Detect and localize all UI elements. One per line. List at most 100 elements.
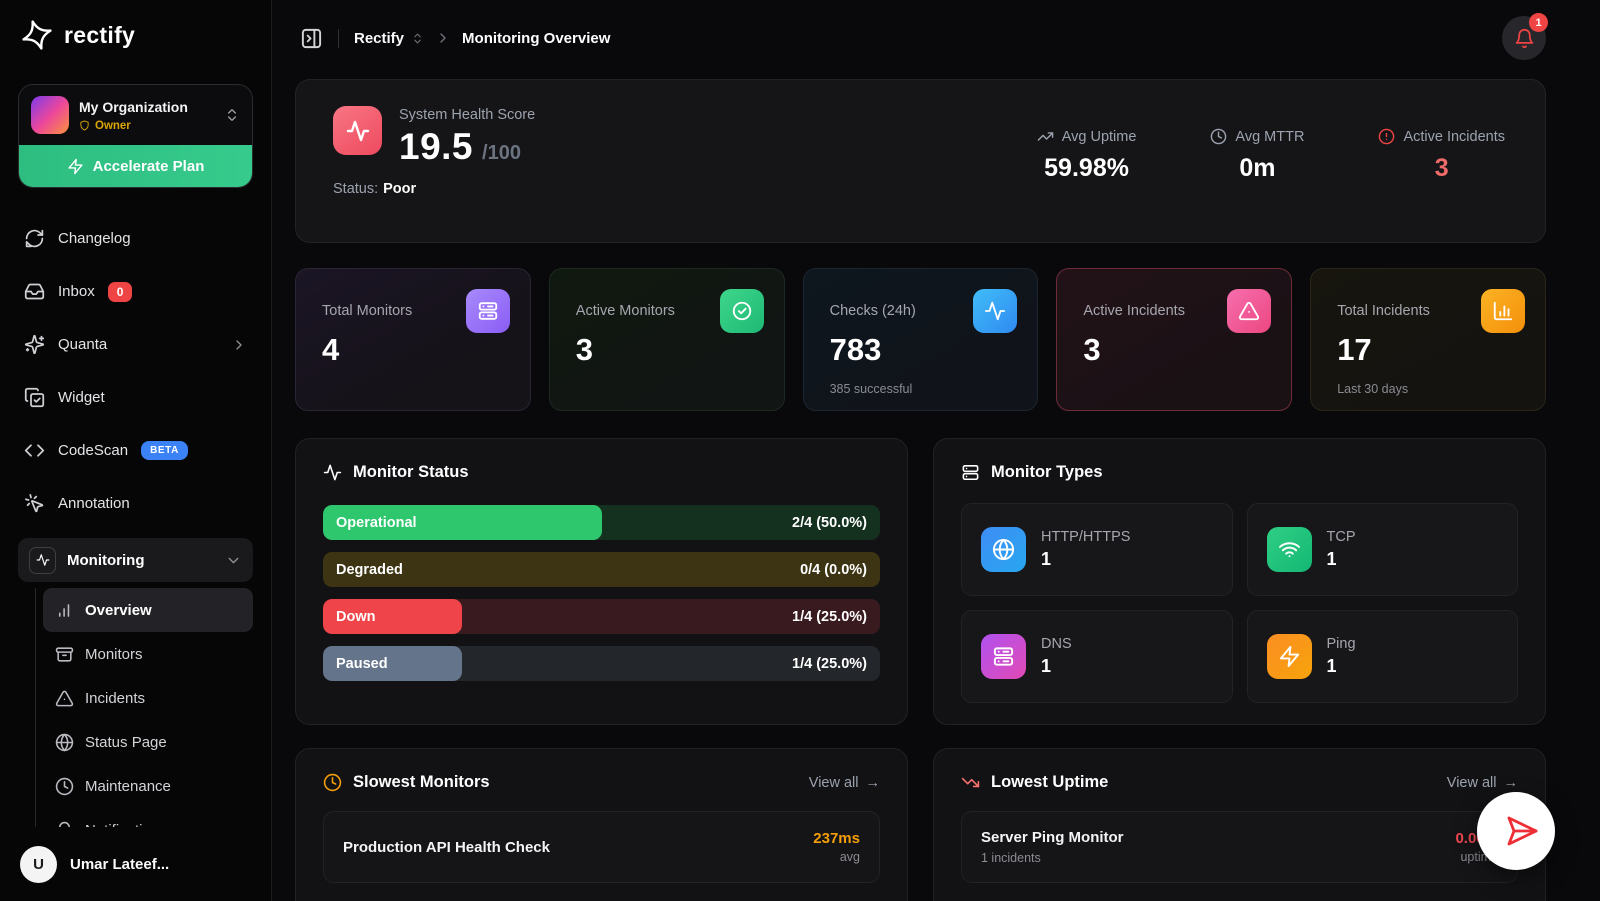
accelerate-plan-button[interactable]: Accelerate Plan <box>19 145 252 187</box>
organization-switcher[interactable]: My Organization Owner <box>19 85 252 145</box>
health-activity-icon <box>333 106 382 155</box>
status-bar-degraded: Degraded 0/4 (0.0%) <box>323 552 880 587</box>
trending-up-icon <box>1037 132 1054 141</box>
sidebar-item-changelog[interactable]: Changelog <box>18 212 253 265</box>
inbox-count-badge: 0 <box>107 281 133 302</box>
health-score-value: 19.5 <box>399 126 474 167</box>
stats-row: Total Monitors 4 Active Monitors 3 <box>295 268 1546 411</box>
activity-icon <box>973 289 1018 333</box>
clock-icon <box>1211 128 1227 145</box>
alert-circle-icon <box>1379 128 1395 145</box>
metric-avg-uptime: Avg Uptime 59.98% <box>1037 128 1136 242</box>
alert-triangle-icon <box>1227 289 1272 333</box>
lowest-uptime-panel: Lowest Uptime View all → Server Ping Mon… <box>933 748 1546 901</box>
sidebar-item-widget[interactable]: Widget <box>18 371 253 424</box>
sidebar-group-monitoring[interactable]: Monitoring <box>18 538 253 582</box>
slowest-monitor-row[interactable]: Production API Health Check 237ms avg <box>323 811 880 883</box>
sidebar-item-quanta[interactable]: Quanta <box>18 318 253 371</box>
type-tile-tcp[interactable]: TCP 1 <box>1246 503 1518 596</box>
stat-total-monitors[interactable]: Total Monitors 4 <box>295 268 531 411</box>
alert-triangle-icon <box>55 690 74 706</box>
lowest-uptime-row[interactable]: Server Ping Monitor 1 incidents 0.00% up… <box>961 811 1518 883</box>
sidebar-item-monitors[interactable]: Monitors <box>43 632 253 676</box>
health-status: Status: Poor <box>333 181 417 197</box>
main-area: Rectify Monitoring Overview 1 <box>273 0 1600 901</box>
pointer-click-icon <box>25 494 44 513</box>
type-tile-ping[interactable]: Ping 1 <box>1246 610 1518 703</box>
notifications-button[interactable]: 1 <box>1502 13 1548 60</box>
bar-chart-icon <box>58 603 70 617</box>
breadcrumb-page-title: Monitoring Overview <box>462 29 611 47</box>
server-icon <box>981 634 1026 679</box>
health-status-value: Poor <box>383 181 417 197</box>
sidebar-item-overview[interactable]: Overview <box>43 588 253 632</box>
stat-total-incidents[interactable]: Total Incidents 17 Last 30 days <box>1310 268 1546 411</box>
beta-badge: BETA <box>141 441 188 460</box>
chevron-right-icon <box>231 337 247 353</box>
clock-icon <box>55 777 74 795</box>
user-bar[interactable]: U Umar Lateef... <box>0 827 271 901</box>
archive-icon <box>55 646 74 662</box>
sidebar: rectify My Organization Owner Acce <box>0 0 272 901</box>
server-icon <box>465 289 510 333</box>
rectify-star-icon <box>20 18 54 52</box>
stat-active-monitors[interactable]: Active Monitors 3 <box>548 268 785 411</box>
activity-icon <box>323 464 342 481</box>
sidebar-item-maintenance[interactable]: Maintenance <box>43 764 253 808</box>
code-icon <box>24 444 45 457</box>
organization-card: My Organization Owner Accelerate Plan <box>18 84 253 188</box>
system-health-card: System Health Score 19.5 /100 Status: Poo… <box>295 79 1546 243</box>
globe-icon <box>55 733 74 751</box>
monitor-types-panel: Monitor Types HTTP/HTTPS 1 <box>933 438 1546 725</box>
chat-send-fab[interactable] <box>1477 792 1555 870</box>
status-bar-down: Down 1/4 (25.0%) <box>323 599 880 634</box>
check-circle-icon <box>719 289 764 333</box>
monitoring-activity-icon <box>29 546 56 574</box>
organization-avatar <box>31 96 69 134</box>
topbar-divider <box>338 28 339 48</box>
organization-name: My Organization <box>79 98 188 115</box>
inbox-icon <box>24 283 45 300</box>
user-avatar: U <box>20 845 57 883</box>
metric-avg-mttr: Avg MTTR 0m <box>1210 128 1304 242</box>
stat-checks-24h[interactable]: Checks (24h) 783 385 successful <box>802 268 1039 411</box>
slowest-view-all-link[interactable]: View all → <box>808 774 881 791</box>
globe-icon <box>981 527 1026 572</box>
sidebar-item-annotation[interactable]: Annotation <box>18 477 253 530</box>
trending-down-icon <box>961 777 980 788</box>
organization-role: Owner <box>95 119 131 132</box>
logo-text: rectify <box>64 21 136 48</box>
arrow-right-icon: → <box>865 774 881 791</box>
clock-icon <box>323 773 342 792</box>
send-icon <box>1507 816 1538 846</box>
refresh-icon <box>25 229 44 248</box>
server-icon <box>962 464 979 481</box>
status-bar-operational: Operational 2/4 (50.0%) <box>323 505 880 540</box>
health-score-title: System Health Score <box>399 107 536 123</box>
lowest-view-all-link[interactable]: View all → <box>1446 774 1519 791</box>
chevrons-up-down-icon <box>411 32 424 45</box>
sidebar-item-incidents[interactable]: Incidents <box>43 676 253 720</box>
type-tile-http[interactable]: HTTP/HTTPS 1 <box>961 503 1233 596</box>
breadcrumb-root-select[interactable]: Rectify <box>354 30 424 47</box>
sidebar-item-status-page[interactable]: Status Page <box>43 720 253 764</box>
owner-shield-icon <box>80 120 89 131</box>
metric-active-incidents: Active Incidents 3 <box>1378 128 1505 242</box>
notification-count-badge: 1 <box>1529 13 1548 32</box>
sidebar-nav: Changelog Inbox 0 Quanta <box>18 212 253 852</box>
arrow-right-icon: → <box>1503 774 1519 791</box>
zap-icon <box>68 158 83 174</box>
app-logo[interactable]: rectify <box>18 14 253 56</box>
sidebar-toggle-button[interactable] <box>300 27 323 50</box>
slowest-monitors-panel: Slowest Monitors View all → Production A… <box>295 748 908 901</box>
bell-icon <box>1515 28 1533 48</box>
sparkles-icon <box>24 334 45 355</box>
user-name: Umar Lateef... <box>70 855 170 873</box>
sidebar-item-codescan[interactable]: CodeScan BETA <box>18 424 253 477</box>
monitoring-subnav: Overview Monitors Incidents Status Page <box>35 588 253 852</box>
sidebar-item-inbox[interactable]: Inbox 0 <box>18 265 253 318</box>
topbar: Rectify Monitoring Overview 1 <box>273 0 1600 76</box>
stat-active-incidents[interactable]: Active Incidents 3 <box>1056 268 1293 411</box>
type-tile-dns[interactable]: DNS 1 <box>961 610 1233 703</box>
status-bar-paused: Paused 1/4 (25.0%) <box>323 646 880 681</box>
